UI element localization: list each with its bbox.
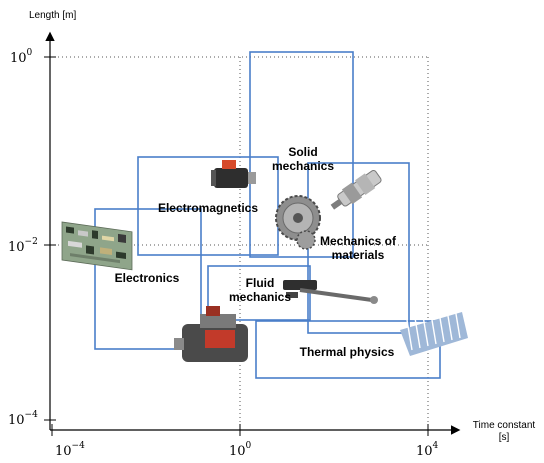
label-solid-mechanics-line2: mechanics xyxy=(271,159,335,173)
label-electronics: Electronics xyxy=(114,271,180,285)
x-tick-label-0: 10−4 xyxy=(55,441,85,459)
label-thermal-physics: Thermal physics xyxy=(299,345,395,359)
heat-sink-image xyxy=(400,307,468,356)
y-axis-title: Length [m] xyxy=(29,10,77,21)
electronics-boards-image xyxy=(61,221,133,271)
y-tick-label-1: 10−2 xyxy=(8,237,38,255)
box-electromagnetics xyxy=(137,156,279,256)
label-solid-mechanics-line1: Solid xyxy=(288,145,318,159)
x-axis-title-line2: [s] xyxy=(498,432,510,443)
y-tick-label-2: 10−4 xyxy=(8,410,38,428)
gear-wheel-image xyxy=(275,195,321,250)
x-axis-title: Time constant [s] xyxy=(465,420,543,444)
linear-actuator-image xyxy=(283,280,378,304)
x-tick-label-1: 100 xyxy=(229,441,252,459)
box-electronics xyxy=(94,208,202,350)
ball-screw-image xyxy=(330,169,382,210)
y-tick-label-0: 100 xyxy=(10,48,33,66)
label-fluid-mechanics-line1: Fluid xyxy=(245,276,275,290)
x-axis-title-line1: Time constant xyxy=(472,420,536,431)
label-electromagnetics: Electromagnetics xyxy=(157,201,259,215)
box-thermal-physics xyxy=(255,320,441,379)
box-solid-mechanics xyxy=(249,51,354,258)
label-fluid-mechanics: Fluid mechanics xyxy=(222,276,298,304)
label-mechanics-of-materials-line1: Mechanics of xyxy=(319,234,397,248)
electric-motor-image xyxy=(211,160,256,188)
x-tick-label-2: 104 xyxy=(416,441,439,459)
label-fluid-mechanics-line2: mechanics xyxy=(228,290,292,304)
label-mechanics-of-materials: Mechanics of materials xyxy=(312,234,404,262)
label-solid-mechanics: Solid mechanics xyxy=(268,145,338,173)
hydraulic-pump-image xyxy=(174,306,248,362)
label-mechanics-of-materials-line2: materials xyxy=(331,248,385,262)
